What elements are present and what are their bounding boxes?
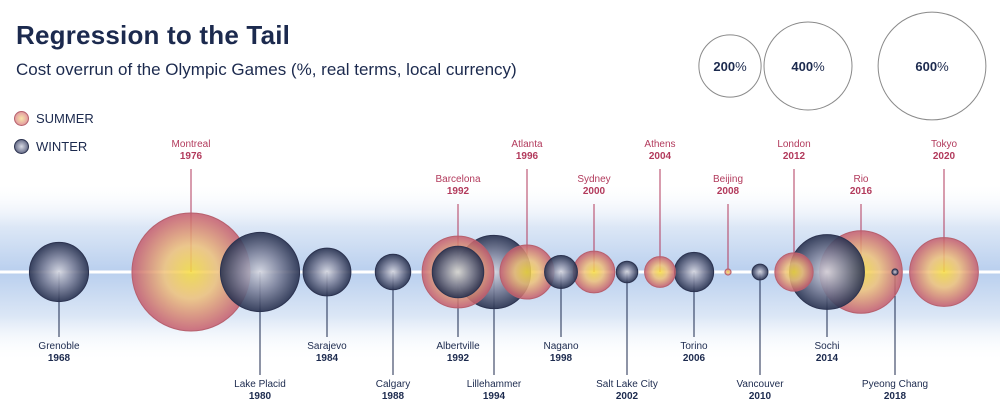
labels: Montreal1976Barcelona1992Atlanta1996Sydn… bbox=[38, 139, 957, 402]
size-legend: 200% 400% 600% bbox=[698, 11, 987, 121]
label-year-grenoble-1968: 1968 bbox=[48, 353, 71, 364]
bubble-calgary-1988 bbox=[374, 253, 412, 291]
legend-winter: WINTER bbox=[14, 139, 87, 154]
bubble-salt-lake-city-2002 bbox=[615, 260, 639, 284]
label-city-lake-placid-1980: Lake Placid bbox=[234, 379, 286, 390]
bubble-athens-2004 bbox=[644, 256, 676, 288]
label-year-rio-2016: 2016 bbox=[850, 186, 873, 197]
label-year-sarajevo-1984: 1984 bbox=[316, 353, 339, 364]
label-year-vancouver-2010: 2010 bbox=[749, 391, 772, 402]
label-year-barcelona-1992: 1992 bbox=[447, 186, 470, 197]
label-year-tokyo-2020: 2020 bbox=[933, 151, 956, 162]
bubble-tokyo-2020 bbox=[909, 237, 979, 307]
chart-title: Regression to the Tail bbox=[16, 20, 291, 50]
bubble-sarajevo-1984 bbox=[302, 247, 352, 297]
label-city-london-2012: London bbox=[777, 139, 810, 150]
label-city-barcelona-1992: Barcelona bbox=[435, 174, 480, 185]
bubble-albertville-1992 bbox=[431, 245, 485, 299]
bubble-lake-placid-1980 bbox=[219, 231, 301, 313]
label-year-pyeong-chang-2018: 2018 bbox=[884, 391, 907, 402]
size-legend-circle-400 bbox=[763, 21, 853, 111]
label-year-sydney-2000: 2000 bbox=[583, 186, 606, 197]
label-year-beijing-2008: 2008 bbox=[717, 186, 740, 197]
label-year-atlanta-1996: 1996 bbox=[516, 151, 539, 162]
bubble-grenoble-1968 bbox=[28, 241, 90, 303]
label-city-calgary-1988: Calgary bbox=[376, 379, 410, 390]
label-city-nagano-1998: Nagano bbox=[543, 341, 578, 352]
label-year-albertville-1992: 1992 bbox=[447, 353, 470, 364]
label-city-sydney-2000: Sydney bbox=[577, 174, 610, 185]
bubble-torino-2006 bbox=[673, 251, 715, 293]
label-city-torino-2006: Torino bbox=[680, 341, 708, 352]
legend-summer-label: SUMMER bbox=[36, 111, 94, 126]
label-year-lake-placid-1980: 1980 bbox=[249, 391, 272, 402]
bubbles bbox=[28, 212, 979, 332]
label-city-montreal-1976: Montreal bbox=[172, 139, 211, 150]
legend-winter-label: WINTER bbox=[36, 139, 88, 154]
label-year-london-2012: 2012 bbox=[783, 151, 806, 162]
bubble-beijing-2008 bbox=[724, 268, 732, 276]
size-legend-label-200: 200% bbox=[713, 59, 747, 74]
bubble-london-2012 bbox=[774, 252, 814, 292]
label-year-sochi-2014: 2014 bbox=[816, 353, 839, 364]
label-city-tokyo-2020: Tokyo bbox=[931, 139, 958, 150]
label-year-lillehammer-1994: 1994 bbox=[483, 391, 506, 402]
label-city-pyeong-chang-2018: Pyeong Chang bbox=[862, 379, 928, 390]
label-year-montreal-1976: 1976 bbox=[180, 151, 203, 162]
bubble-nagano-1998 bbox=[544, 255, 578, 289]
label-city-albertville-1992: Albertville bbox=[436, 341, 480, 352]
bubble-sydney-2000 bbox=[572, 250, 616, 294]
label-city-sarajevo-1984: Sarajevo bbox=[307, 341, 347, 352]
label-city-atlanta-1996: Atlanta bbox=[511, 139, 543, 150]
label-city-lillehammer-1994: Lillehammer bbox=[467, 379, 522, 390]
label-city-salt-lake-city-2002: Salt Lake City bbox=[596, 379, 658, 390]
label-city-sochi-2014: Sochi bbox=[814, 341, 839, 352]
size-legend-label-600: 600% bbox=[915, 59, 949, 74]
label-city-beijing-2008: Beijing bbox=[713, 174, 743, 185]
summer-legend-swatch bbox=[14, 111, 29, 126]
size-legend-circle-200 bbox=[698, 34, 762, 98]
label-city-grenoble-1968: Grenoble bbox=[38, 341, 80, 352]
winter-legend-swatch bbox=[14, 139, 29, 154]
bubble-vancouver-2010 bbox=[751, 263, 769, 281]
bubble-pyeong-chang-2018 bbox=[891, 268, 899, 276]
label-city-vancouver-2010: Vancouver bbox=[736, 379, 784, 390]
legend-summer: SUMMER bbox=[14, 111, 94, 126]
chart-subtitle: Cost overrun of the Olympic Games (%, re… bbox=[16, 60, 517, 79]
label-year-salt-lake-city-2002: 2002 bbox=[616, 391, 639, 402]
label-year-torino-2006: 2006 bbox=[683, 353, 706, 364]
label-city-athens-2004: Athens bbox=[644, 139, 675, 150]
size-legend-label-400: 400% bbox=[791, 59, 825, 74]
label-year-calgary-1988: 1988 bbox=[382, 391, 405, 402]
label-year-nagano-1998: 1998 bbox=[550, 353, 573, 364]
size-legend-circle-600 bbox=[877, 11, 987, 121]
label-year-athens-2004: 2004 bbox=[649, 151, 672, 162]
label-city-rio-2016: Rio bbox=[853, 174, 868, 185]
